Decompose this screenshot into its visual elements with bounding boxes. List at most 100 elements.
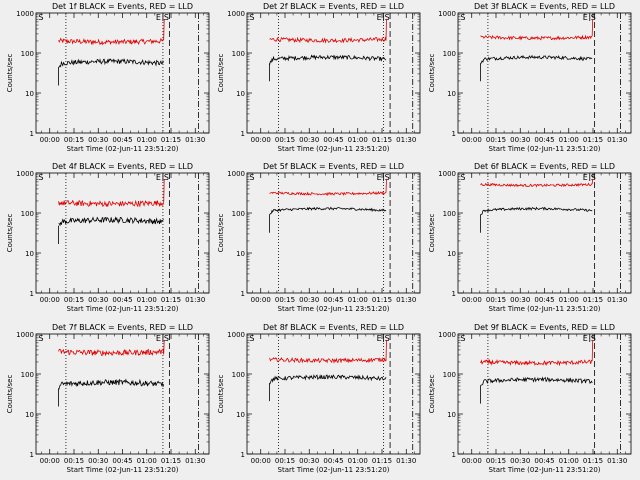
y-tick-label: 100 [232,371,245,379]
x-tick-label: 01:00 [348,136,368,144]
x-tick-label: 00:30 [299,457,319,465]
y-tick-label: 100 [232,50,245,58]
lld-series-line [269,339,387,364]
x-tick-label: 00:30 [88,136,108,144]
y-axis-label: Counts/sec [6,54,14,93]
y-axis-label: Counts/sec [6,214,14,253]
x-tick-label: 00:00 [462,457,482,465]
events-series-line [58,378,165,391]
x-tick-label: 00:15 [275,136,295,144]
x-tick-label: 01:00 [137,296,157,304]
y-axis-label: Counts/sec [6,375,14,414]
y-tick-label: 100 [21,210,34,218]
s-marker-label: S [460,334,465,343]
s-marker-label: S [164,13,169,22]
x-tick-label: 00:00 [251,457,271,465]
x-tick-label: 00:15 [64,136,84,144]
e-marker-label: E [583,334,588,343]
y-tick-label: 10 [25,250,34,258]
x-tick-label: 00:30 [510,457,530,465]
e-marker-label: E [377,173,382,182]
lld-series-line [58,178,165,208]
x-tick-label: 01:30 [185,457,205,465]
events-series-line [480,206,593,216]
x-tick-label: 00:00 [462,136,482,144]
y-tick-label: 100 [443,371,456,379]
e-marker-label: E [156,173,161,182]
e-marker-label: E [583,13,588,22]
x-axis-label: Start Time (02-Jun-11 23:51:20) [489,466,601,474]
s-marker-label: S [460,13,465,22]
plot-frame [35,12,210,134]
x-axis-label: Start Time (02-Jun-11 23:51:20) [278,466,390,474]
y-axis-label: Counts/sec [217,214,225,253]
x-tick-label: 00:15 [64,296,84,304]
e-marker-label: E [156,334,161,343]
e-marker-label: E [156,13,161,22]
events-series-line [58,216,164,227]
events-series-line [480,376,593,386]
panel-title: Det 6f BLACK = Events, RED = LLD [474,162,615,171]
e-marker-label: E [377,334,382,343]
panel-title: Det 3f BLACK = Events, RED = LLD [474,2,615,11]
x-tick-label: 01:15 [161,136,181,144]
x-tick-label: 00:45 [534,457,554,465]
x-tick-label: 01:30 [185,136,205,144]
x-tick-label: 01:15 [372,457,392,465]
x-tick-label: 01:30 [396,296,416,304]
y-axis-label: Counts/sec [428,375,436,414]
x-tick-label: 01:00 [137,136,157,144]
x-tick-label: 01:15 [583,296,603,304]
panel-title: Det 4f BLACK = Events, RED = LLD [52,162,193,171]
y-tick-label: 100 [21,371,34,379]
panel-6: Det 6f BLACK = Events, RED = LLD 1 10 100 10… [428,162,632,313]
y-tick-label: 1000 [16,331,34,339]
panel-7: Det 7f BLACK = Events, RED = LLD 1 10 100 10… [6,323,210,474]
panel-title: Det 8f BLACK = Events, RED = LLD [263,323,404,332]
x-tick-label: 00:30 [299,136,319,144]
lld-series-line [58,339,165,357]
plot-frame [246,12,421,134]
x-tick-label: 00:45 [534,296,554,304]
panel-8: Det 8f BLACK = Events, RED = LLD 1 10 100 10… [217,323,421,474]
x-tick-label: 00:45 [323,457,343,465]
x-tick-label: 00:15 [486,136,506,144]
x-tick-label: 01:00 [559,457,579,465]
plot-frame [457,172,632,294]
y-tick-label: 1 [241,451,245,459]
x-tick-label: 01:00 [559,296,579,304]
x-tick-label: 00:45 [323,136,343,144]
x-tick-label: 00:45 [534,136,554,144]
x-axis-label: Start Time (02-Jun-11 23:51:20) [278,145,390,153]
s-marker-label: S [385,13,390,22]
y-tick-label: 1000 [438,10,456,18]
y-tick-label: 1000 [16,170,34,178]
plot-frame [246,172,421,294]
x-tick-label: 00:45 [112,296,132,304]
x-tick-label: 00:45 [323,296,343,304]
y-tick-label: 1 [452,130,456,138]
e-marker-label: E [377,13,382,22]
lld-series-line [480,178,594,188]
y-tick-label: 10 [236,250,245,258]
y-tick-label: 10 [447,90,456,98]
x-tick-label: 00:30 [88,296,108,304]
y-tick-label: 1 [30,290,34,298]
x-axis-label: Start Time (02-Jun-11 23:51:20) [489,305,601,313]
panel-3: Det 3f BLACK = Events, RED = LLD 1 10 100 10… [428,2,632,153]
plot-frame [457,12,632,134]
x-tick-label: 00:15 [275,457,295,465]
y-tick-label: 10 [236,411,245,419]
s-marker-label: S [38,334,43,343]
panel-title: Det 1f BLACK = Events, RED = LLD [52,2,193,11]
panel-title: Det 7f BLACK = Events, RED = LLD [52,323,193,332]
x-tick-label: 01:30 [396,136,416,144]
s-marker-label: S [591,173,596,182]
s-marker-label: S [38,13,43,22]
s-marker-label: S [385,173,390,182]
events-series-line [269,206,387,215]
x-tick-label: 01:15 [372,136,392,144]
y-axis-label: Counts/sec [217,54,225,93]
panel-9: Det 9f BLACK = Events, RED = LLD 1 10 100 10… [428,323,632,474]
